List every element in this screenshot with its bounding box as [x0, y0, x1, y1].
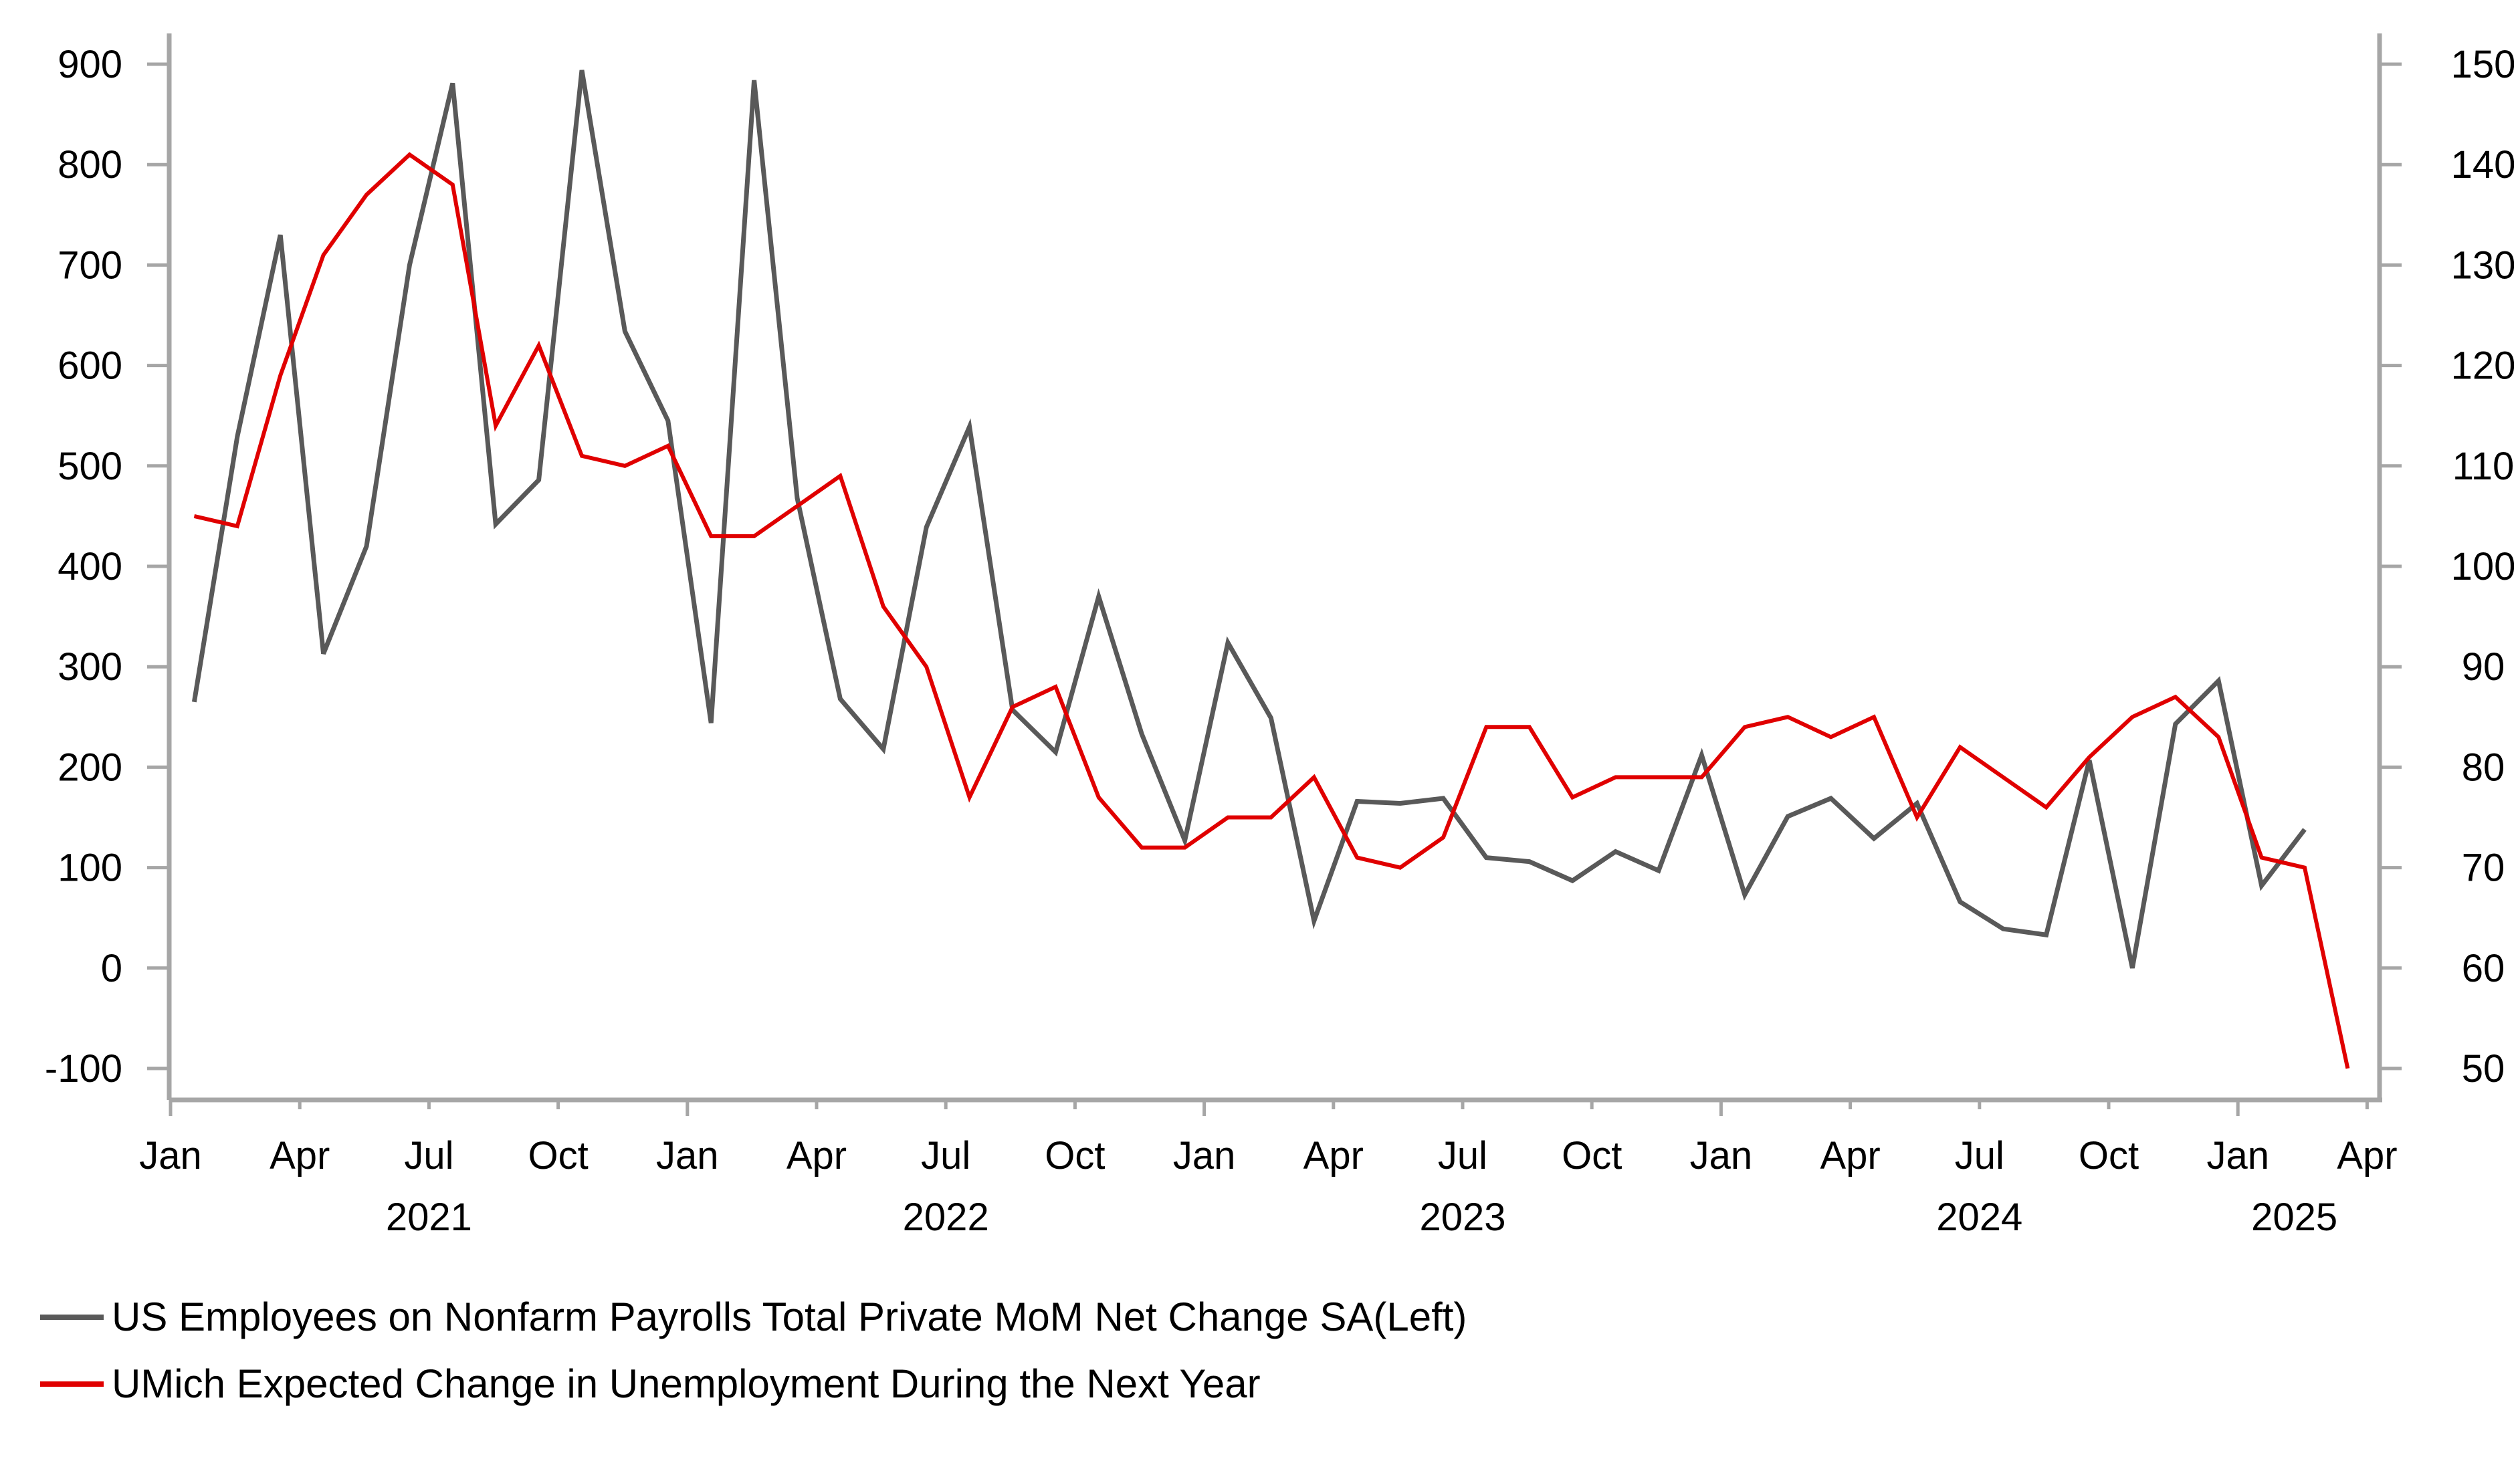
right-y-axis: 150 140 130 120 110 100 90 80 70 60 50 [2380, 43, 2515, 1091]
x-tick-label: Jan [1690, 1134, 1753, 1177]
series-line-payrolls [191, 70, 2307, 969]
x-tick-label: Jul [921, 1134, 970, 1177]
left-tick-label: 900 [58, 43, 122, 86]
left-tick-label: 600 [58, 344, 122, 388]
right-tick-label: 70 [2462, 846, 2505, 890]
legend-item-payrolls: US Employees on Nonfarm Payrolls Total P… [40, 1294, 1467, 1340]
x-tick-label: Jan [656, 1134, 719, 1177]
right-tick-label: 100 [2451, 545, 2516, 588]
x-tick-label: Jul [404, 1134, 453, 1177]
series-line-umich [193, 152, 2350, 1069]
right-tick-label: 110 [2452, 445, 2514, 488]
left-tick-label: 400 [58, 545, 122, 588]
right-tick-label: 120 [2451, 344, 2516, 388]
right-tick-label: 60 [2462, 947, 2505, 990]
x-year-label: 2024 [1936, 1196, 2022, 1239]
x-tick-label: Apr [786, 1134, 847, 1177]
axes [167, 33, 2382, 1103]
x-tick-label: Jul [1438, 1134, 1487, 1177]
x-year-label: 2022 [903, 1196, 989, 1239]
left-tick-label: 800 [58, 143, 122, 187]
legend-label-umich: UMich Expected Change in Unemployment Du… [112, 1361, 1261, 1406]
x-tick-label: Apr [1820, 1134, 1880, 1177]
x-year-label: 2023 [1419, 1196, 1505, 1239]
right-tick-label: 90 [2462, 645, 2505, 689]
x-axis: Jan Apr Jul Oct Jan Apr Jul Oct Jan Apr Jul Oct Jan A… [139, 1100, 2398, 1239]
x-tick-label: Apr [2337, 1134, 2397, 1177]
left-y-axis: 900 800 700 600 500 400 300 200 100 0 -100 [45, 43, 169, 1091]
x-tick-label: Apr [1303, 1134, 1364, 1177]
right-tick-label: 140 [2451, 143, 2516, 187]
right-tick-label: 130 [2451, 243, 2516, 287]
right-tick-label: 50 [2462, 1047, 2505, 1091]
left-tick-label: 500 [58, 445, 122, 488]
legend-swatch-umich [40, 1381, 104, 1387]
legend-item-umich: UMich Expected Change in Unemployment Du… [40, 1361, 1261, 1407]
left-tick-label: 0 [101, 947, 122, 990]
x-tick-label: Oct [528, 1134, 588, 1177]
x-tick-label: Oct [2079, 1134, 2139, 1177]
left-tick-label: 700 [58, 243, 122, 287]
right-tick-label: 150 [2451, 43, 2516, 86]
x-tick-label: Oct [1562, 1134, 1622, 1177]
x-year-label: 2021 [386, 1196, 472, 1239]
left-tick-label: 300 [58, 645, 122, 689]
left-tick-label: 200 [58, 746, 122, 789]
x-tick-label: Jan [1173, 1134, 1236, 1177]
right-tick-label: 80 [2462, 746, 2505, 789]
legend-swatch-payrolls [40, 1314, 104, 1320]
series-layer [191, 70, 2350, 1069]
left-tick-label: 100 [58, 846, 122, 890]
x-tick-label: Jan [139, 1134, 202, 1177]
legend-label-payrolls: US Employees on Nonfarm Payrolls Total P… [112, 1294, 1467, 1339]
x-year-label: 2025 [2251, 1196, 2337, 1239]
x-tick-label: Jan [2206, 1134, 2269, 1177]
x-tick-label: Oct [1045, 1134, 1105, 1177]
x-tick-label: Apr [270, 1134, 330, 1177]
x-tick-label: Jul [1955, 1134, 2004, 1177]
left-tick-label: -100 [45, 1047, 122, 1091]
